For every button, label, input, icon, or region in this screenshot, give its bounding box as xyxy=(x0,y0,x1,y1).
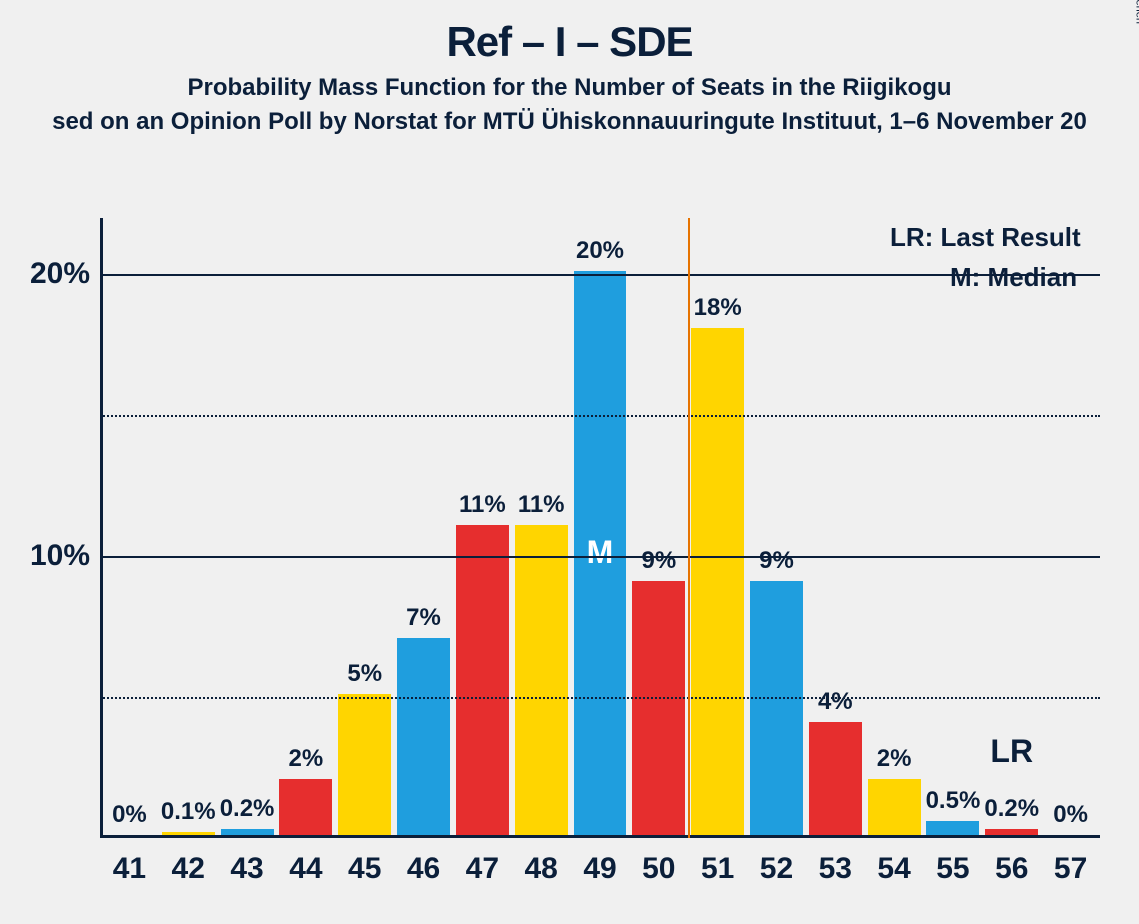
bar xyxy=(515,525,568,835)
bar xyxy=(632,581,685,835)
bar xyxy=(162,832,215,835)
bar xyxy=(926,821,979,835)
bar-value-label: 0% xyxy=(1053,801,1088,829)
x-tick-label: 41 xyxy=(113,852,146,886)
bar xyxy=(985,829,1038,835)
bar xyxy=(397,638,450,835)
x-tick-label: 54 xyxy=(877,852,910,886)
x-tick-label: 56 xyxy=(995,852,1028,886)
gridline-minor xyxy=(100,697,1100,699)
gridline-minor xyxy=(100,415,1100,417)
chart-subtitle-2: sed on an Opinion Poll by Norstat for MT… xyxy=(0,108,1139,136)
bar-value-label: 2% xyxy=(877,745,912,773)
bar xyxy=(868,779,921,835)
last-result-marker: LR xyxy=(990,733,1033,770)
median-marker: M xyxy=(587,534,614,571)
bar-value-label: 4% xyxy=(818,688,853,716)
x-tick-label: 42 xyxy=(172,852,205,886)
bar xyxy=(750,581,803,835)
bars-group: 0%0.1%0.2%2%5%7%11%11%20%9%18%9%4%2%0.5%… xyxy=(100,218,1100,835)
bar xyxy=(221,829,274,835)
x-tick-label: 47 xyxy=(466,852,499,886)
x-tick-label: 53 xyxy=(819,852,852,886)
bar xyxy=(338,694,391,835)
x-tick-label: 55 xyxy=(936,852,969,886)
bar-value-label: 11% xyxy=(459,491,506,519)
bar-value-label: 9% xyxy=(641,547,676,575)
majority-threshold-line xyxy=(688,218,690,838)
bar-value-label: 5% xyxy=(347,660,382,688)
bar-value-label: 0.5% xyxy=(926,787,981,815)
x-tick-label: 43 xyxy=(230,852,263,886)
x-tick-label: 48 xyxy=(524,852,557,886)
bar-value-label: 7% xyxy=(406,604,441,632)
bar-value-label: 0.2% xyxy=(220,795,275,823)
plot-area: 0%0.1%0.2%2%5%7%11%11%20%9%18%9%4%2%0.5%… xyxy=(100,218,1100,838)
bar-value-label: 18% xyxy=(694,294,742,322)
chart-title: Ref – I – SDE xyxy=(0,18,1139,66)
legend-median: M: Median xyxy=(950,262,1077,293)
chart-subtitle: Probability Mass Function for the Number… xyxy=(0,74,1139,102)
bar xyxy=(691,328,744,835)
gridline-major xyxy=(100,556,1100,558)
x-axis xyxy=(100,835,1100,838)
y-tick-label: 10% xyxy=(20,539,90,573)
copyright-text: © 2022 Filip van Laenen xyxy=(1133,0,1139,24)
bar-value-label: 0% xyxy=(112,801,147,829)
y-tick-label: 20% xyxy=(20,257,90,291)
x-tick-label: 50 xyxy=(642,852,675,886)
x-tick-label: 57 xyxy=(1054,852,1087,886)
x-tick-label: 51 xyxy=(701,852,734,886)
x-tick-label: 46 xyxy=(407,852,440,886)
x-tick-label: 49 xyxy=(583,852,616,886)
legend-last-result: LR: Last Result xyxy=(890,222,1081,253)
bar xyxy=(809,722,862,835)
bar-value-label: 2% xyxy=(289,745,324,773)
x-tick-label: 52 xyxy=(760,852,793,886)
bar-value-label: 0.2% xyxy=(984,795,1039,823)
bar xyxy=(279,779,332,835)
bar-value-label: 0.1% xyxy=(161,798,216,826)
chart-container: © 2022 Filip van Laenen Ref – I – SDE Pr… xyxy=(0,18,1139,924)
bar-value-label: 20% xyxy=(576,237,624,265)
bar xyxy=(456,525,509,835)
bar-value-label: 11% xyxy=(518,491,565,519)
bar-value-label: 9% xyxy=(759,547,794,575)
x-tick-label: 44 xyxy=(289,852,322,886)
x-tick-label: 45 xyxy=(348,852,381,886)
